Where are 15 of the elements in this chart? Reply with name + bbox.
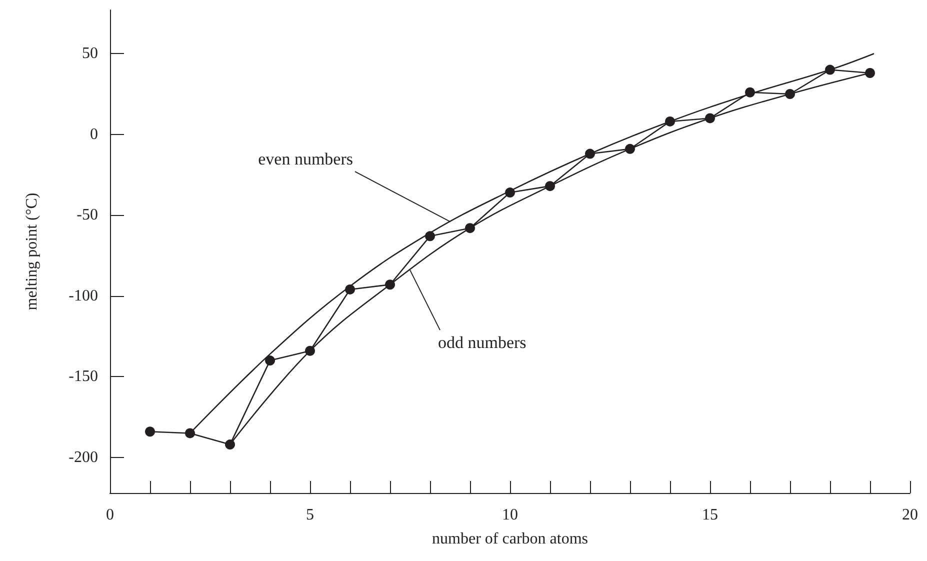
y-axis-title: melting point (°C) [24, 192, 40, 310]
annotation: even numbers [258, 150, 353, 169]
x-tick-label: 15 [702, 506, 718, 524]
x-tick-label: 0 [106, 506, 114, 524]
y-tick-label: 0 [90, 126, 98, 143]
y-tick-label: -200 [68, 448, 98, 466]
annotation: odd numbers [438, 333, 526, 352]
x-axis-title: number of carbon atoms [432, 530, 588, 548]
y-tick-label: 50 [82, 45, 98, 62]
x-tick-label: 5 [306, 506, 314, 524]
x-tick-label: 10 [502, 506, 518, 524]
x-tick-label: 20 [902, 506, 918, 524]
y-tick-label: -150 [68, 368, 98, 386]
y-tick-label: -50 [76, 206, 98, 224]
y-tick-label: -100 [68, 287, 98, 304]
